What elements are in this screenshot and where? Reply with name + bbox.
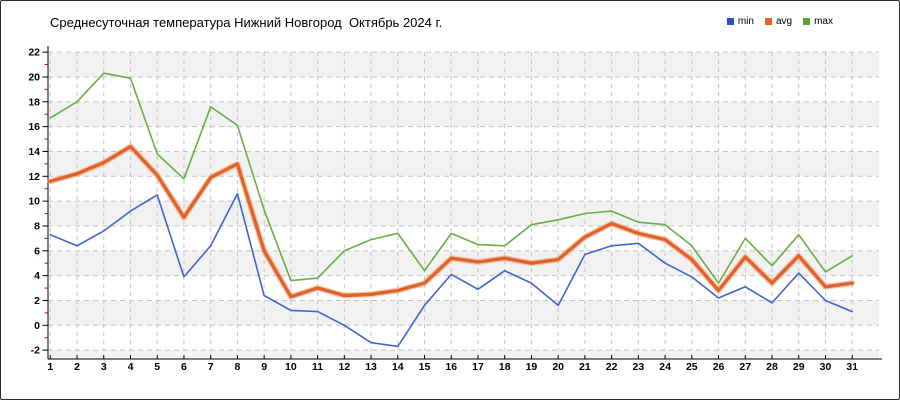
x-tick-label: 5 [154,361,160,373]
y-tick-label: 6 [34,245,40,257]
x-tick-label: 12 [338,361,350,373]
x-tick-label: 27 [739,361,751,373]
x-tick-label: 15 [419,361,431,373]
x-tick-label: 16 [445,361,457,373]
legend-swatch-max-icon [803,18,811,25]
x-tick-label: 28 [766,361,778,373]
legend-item-avg: avg [764,16,793,27]
x-tick-label: 13 [365,361,377,373]
x-tick-label: 14 [392,361,404,373]
y-tick-label: 8 [34,220,40,232]
plot-band [48,151,879,177]
y-tick-label: 12 [28,171,40,183]
legend: min avg max [726,16,833,27]
legend-item-min: min [726,16,754,27]
x-tick-label: 4 [128,361,134,373]
y-tick-label: 4 [34,270,40,282]
x-tick-label: 19 [526,361,538,373]
y-tick-label: 22 [28,47,40,59]
plot-band [48,350,879,359]
x-tick-label: 22 [606,361,618,373]
x-tick-label: 25 [686,361,698,373]
x-tick-label: 23 [633,361,645,373]
x-tick-label: 18 [499,361,511,373]
x-tick-label: 17 [472,361,484,373]
y-tick-label: 16 [28,121,40,133]
legend-label-min: min [737,16,754,27]
y-tick-label: 2 [34,295,40,307]
x-tick-label: 30 [820,361,832,373]
x-tick-label: 31 [846,361,858,373]
chart-title: Среднесуточная температура Нижний Новгор… [50,15,443,30]
y-tick-label: 0 [34,320,40,332]
plot-band [48,52,879,77]
series-avg-line [48,144,854,299]
series-min-line [49,192,854,348]
legend-item-max: max [803,16,833,27]
x-tick-label: 26 [713,361,725,373]
y-tick-label: 20 [28,71,40,83]
x-tick-label: 9 [261,361,267,373]
y-tick-label: -2 [31,345,40,357]
legend-label-max: max [814,16,833,27]
series-max-line [49,72,854,284]
x-tick-label: 3 [101,361,107,373]
legend-label-avg: avg [775,16,793,27]
y-tick-label: 10 [28,196,40,208]
plot-band [48,101,879,127]
x-tick-label: 24 [659,361,671,373]
x-tick-label: 2 [74,361,80,373]
plot-band [48,300,879,326]
x-tick-label: 7 [208,361,214,373]
x-tick-label: 29 [793,361,805,373]
x-tick-label: 8 [234,361,240,373]
x-tick-label: 11 [312,361,323,373]
y-tick-label: 18 [28,96,40,108]
legend-swatch-min-icon [726,18,734,25]
x-tick-label: 10 [285,361,297,373]
y-tick-label: 14 [28,146,40,158]
x-tick-label: 20 [552,361,564,373]
x-tick-label: 21 [579,361,591,373]
x-tick-label: 6 [181,361,187,373]
legend-swatch-avg-icon [764,18,772,25]
x-tick-label: 1 [47,361,53,373]
